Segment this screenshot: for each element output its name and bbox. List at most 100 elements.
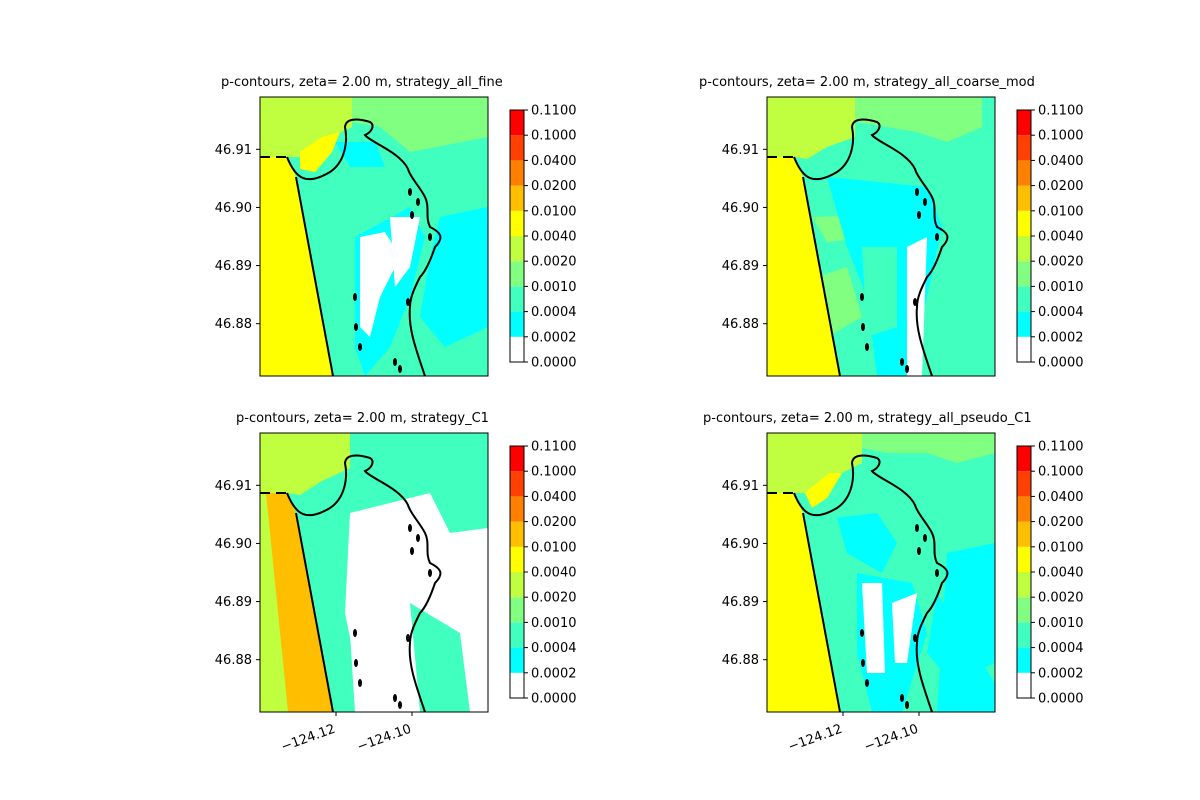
- contour-panel-all-pseudo-c1: p-contours, zeta= 2.00 m, strategy_all_p…: [687, 406, 1107, 766]
- colorbar-band: [510, 597, 524, 623]
- colorbar-tick-label: 0.0100: [531, 540, 577, 555]
- y-tick-label: 46.91: [722, 143, 759, 158]
- colorbar-band: [1017, 622, 1031, 648]
- contour-fill-region: [837, 513, 897, 573]
- colorbar-tick-label: 0.0020: [1038, 591, 1084, 606]
- coastline: [767, 454, 949, 712]
- island-mark: [935, 569, 939, 577]
- y-tick-label: 46.90: [722, 201, 759, 216]
- colorbar-band: [1017, 446, 1031, 472]
- island-mark: [900, 694, 904, 702]
- colorbar-band: [510, 286, 524, 312]
- colorbar-band: [510, 496, 524, 522]
- colorbar-tick-label: 0.1100: [1038, 104, 1084, 119]
- contour-fill-ocean: [260, 157, 333, 376]
- panel-title: p-contours, zeta= 2.00 m, strategy_all_c…: [699, 75, 1035, 90]
- contour-fill-region: [892, 593, 917, 663]
- contour-fill-region: [260, 493, 288, 712]
- contour-fill-region: [350, 633, 385, 712]
- colorbar-tick-label: 0.0040: [531, 230, 577, 245]
- island-mark: [398, 701, 402, 709]
- colorbar-band: [510, 446, 524, 472]
- contour-fill-region: [862, 583, 885, 673]
- island-mark: [860, 293, 864, 301]
- y-tick-label: 46.90: [215, 201, 252, 216]
- y-tick-label: 46.88: [722, 653, 759, 668]
- contour-fill-region: [352, 97, 488, 152]
- island-mark: [358, 343, 362, 351]
- island-mark: [410, 211, 414, 219]
- island-mark: [353, 629, 357, 637]
- colorbar-band: [510, 185, 524, 211]
- island-mark: [353, 293, 357, 301]
- colorbar-tick-label: 0.0040: [1038, 566, 1084, 581]
- colorbar-band: [1017, 471, 1031, 497]
- colorbar-tick-label: 0.0020: [1038, 255, 1084, 270]
- coastline-spit: [295, 176, 334, 376]
- colorbar-band: [1017, 647, 1031, 673]
- contour-fill-region: [862, 247, 897, 337]
- colorbar-tick-label: 0.0200: [1038, 179, 1084, 194]
- colorbar-tick-label: 0.0010: [531, 280, 577, 295]
- colorbar-band: [510, 135, 524, 161]
- colorbar-tick-label: 0.1000: [531, 465, 577, 480]
- axes-frame: [766, 96, 996, 377]
- colorbar-band: [1017, 160, 1031, 186]
- colorbar-tick-label: 0.0000: [531, 356, 577, 371]
- island-mark: [865, 343, 869, 351]
- colorbar-tick-label: 0.0020: [531, 255, 577, 270]
- island-mark: [917, 547, 921, 555]
- colorbar-tick-label: 0.0200: [1038, 515, 1084, 530]
- colorbar-band: [1017, 597, 1031, 623]
- colorbar-tick-label: 0.0010: [1038, 616, 1084, 631]
- coastline-path: [793, 118, 949, 376]
- contour-panel-all-fine: p-contours, zeta= 2.00 m, strategy_all_f…: [180, 70, 600, 390]
- colorbar-tick-label: 0.0004: [531, 641, 577, 656]
- island-mark: [935, 233, 939, 241]
- island-mark: [354, 323, 358, 331]
- colorbar-tick-label: 0.0200: [531, 515, 577, 530]
- contour-fill-region: [410, 603, 470, 712]
- colorbar-band: [1017, 546, 1031, 572]
- contour-panel-c1: p-contours, zeta= 2.00 m, strategy_C1 46…: [180, 406, 600, 766]
- colorbar-band: [1017, 185, 1031, 211]
- contour-fill-region: [855, 97, 982, 142]
- island-mark: [393, 358, 397, 366]
- contour-plot: 46.91 46.90 46.89 46.88 0.1100 0.1000 0.0400 0.…: [722, 96, 1084, 377]
- x-tick-label: −124.12: [279, 722, 337, 755]
- island-mark: [905, 701, 909, 709]
- island-mark: [406, 298, 410, 306]
- island-mark: [913, 298, 917, 306]
- island-mark: [416, 198, 420, 206]
- colorbar-band: [510, 521, 524, 547]
- island-mark: [393, 694, 397, 702]
- contour-fills: [767, 433, 995, 712]
- colorbar-tick-label: 0.0002: [531, 666, 577, 681]
- colorbar-tick-label: 0.0400: [531, 154, 577, 169]
- y-tick-label: 46.88: [215, 653, 252, 668]
- colorbar-band: [1017, 236, 1031, 262]
- axes-frame: [259, 432, 489, 713]
- y-tick-label: 46.88: [215, 317, 252, 332]
- y-tick-label: 46.91: [215, 479, 252, 494]
- colorbar-tick-label: 0.0002: [1038, 666, 1084, 681]
- island-mark: [416, 534, 420, 542]
- colorbar-tick-label: 0.0000: [531, 692, 577, 707]
- coastline-path: [793, 454, 949, 712]
- colorbar-band: [510, 471, 524, 497]
- colorbar-band: [1017, 311, 1031, 337]
- colorbar-band: [1017, 521, 1031, 547]
- colorbar-band: [510, 672, 524, 698]
- contour-fill-region: [335, 142, 385, 167]
- panel-title: p-contours, zeta= 2.00 m, strategy_all_p…: [703, 411, 1032, 426]
- axes-frame: [259, 96, 489, 377]
- contour-fill-region: [767, 433, 862, 493]
- colorbar-tick-label: 0.0400: [1038, 490, 1084, 505]
- colorbar-tick-label: 0.0010: [531, 616, 577, 631]
- contour-fill-region: [260, 97, 352, 157]
- colorbar-tick-label: 0.0400: [1038, 154, 1084, 169]
- y-tick-label: 46.89: [722, 595, 759, 610]
- contour-fill-region: [300, 132, 340, 172]
- colorbar-tick-label: 0.0020: [531, 591, 577, 606]
